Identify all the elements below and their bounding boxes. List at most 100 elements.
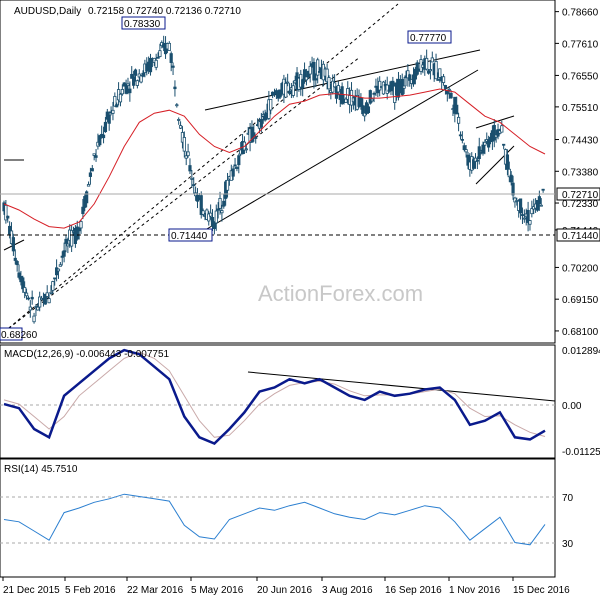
candle	[233, 157, 237, 169]
macd-panel: MACD(12,26,9) -0.006443 -0.007751 0.0128…	[0, 344, 600, 459]
candle	[53, 277, 57, 286]
candle	[455, 96, 459, 115]
price-candles	[2, 35, 545, 324]
candle	[415, 60, 419, 76]
candle	[472, 156, 476, 170]
candle	[141, 70, 145, 78]
candle	[430, 51, 434, 63]
candle	[190, 170, 194, 189]
candle	[103, 117, 108, 133]
candle	[344, 97, 348, 103]
candle	[107, 111, 111, 131]
price-axis-label: 0.68100	[562, 327, 599, 338]
candle	[32, 312, 36, 324]
candle	[378, 76, 382, 97]
candle	[60, 251, 64, 266]
candle	[333, 74, 337, 88]
candle	[115, 102, 119, 108]
candle	[66, 237, 70, 254]
candle	[79, 219, 83, 234]
candle	[26, 295, 31, 301]
current-price-tag: 0.72710	[556, 187, 600, 201]
price-panel: ActionForex.com AUDUSD,Daily 0.72158 0.7…	[0, 0, 600, 344]
candle	[286, 73, 290, 87]
candle	[363, 105, 367, 122]
candle	[216, 202, 220, 219]
candle	[77, 227, 81, 240]
candle	[111, 101, 115, 121]
candle	[254, 134, 258, 144]
price-axis-label: 0.73380	[562, 167, 599, 178]
candle	[487, 135, 491, 152]
moving-average-line	[3, 88, 546, 229]
candle	[188, 158, 192, 175]
candle	[366, 103, 371, 114]
candle	[269, 99, 273, 115]
candle	[199, 191, 203, 219]
candle	[132, 70, 136, 89]
price-axis: 0.78660 0.77610 0.76550 0.75510 0.74430 0.733…	[555, 8, 599, 338]
candle	[408, 73, 412, 87]
candle	[314, 73, 318, 88]
svg-text:0.78330: 0.78330	[124, 19, 161, 30]
candle	[370, 98, 374, 103]
label-low-jan: 0.68260	[0, 327, 38, 341]
candle	[28, 300, 32, 318]
candle	[334, 85, 339, 104]
candle	[148, 53, 153, 76]
candle	[284, 77, 288, 98]
macd-signal-line	[3, 351, 546, 438]
candle	[346, 81, 350, 105]
candle	[436, 72, 440, 81]
candle	[49, 285, 53, 295]
candle	[81, 198, 85, 220]
candle	[56, 268, 61, 279]
time-axis-label: 20 Jun 2016	[257, 585, 312, 596]
candle	[441, 73, 446, 86]
candle	[402, 77, 406, 95]
candle	[522, 209, 526, 223]
candle	[460, 131, 464, 144]
candle	[447, 85, 451, 99]
macd-trendline	[247, 371, 556, 402]
candle	[325, 63, 329, 90]
candle	[207, 211, 211, 226]
candle	[113, 92, 117, 107]
trend-line	[475, 115, 515, 129]
candle	[30, 290, 34, 305]
candle	[231, 166, 235, 181]
candle	[184, 151, 188, 166]
candle	[225, 172, 230, 198]
rsi-label: RSI(14) 45.7510	[4, 464, 78, 475]
candle	[302, 62, 307, 84]
candle	[158, 43, 162, 58]
candle	[124, 79, 128, 95]
candle	[201, 208, 205, 217]
candle	[126, 77, 130, 95]
candle	[361, 97, 365, 116]
candle	[8, 221, 12, 239]
candle	[38, 291, 42, 312]
macd-label: MACD(12,26,9) -0.006443 -0.007751	[4, 349, 170, 360]
time-axis-label: 21 Dec 2015	[3, 585, 60, 596]
candle	[304, 68, 309, 86]
candle	[263, 109, 267, 122]
candle	[133, 68, 138, 82]
candle	[520, 207, 525, 224]
candle	[70, 225, 74, 253]
trend-line	[3, 3, 399, 333]
price-axis-label: 0.77610	[562, 39, 599, 50]
time-axis-label: 16 Sep 2016	[385, 585, 442, 596]
candle	[244, 144, 248, 154]
candle	[502, 143, 506, 150]
candle	[47, 294, 51, 304]
candle	[291, 80, 295, 98]
candle	[17, 264, 21, 280]
price-axis-label: 0.78660	[562, 8, 599, 19]
label-high-mar: 0.78330	[121, 16, 166, 30]
candle	[21, 275, 25, 293]
candle	[539, 198, 543, 207]
candle	[507, 161, 511, 183]
candle	[528, 219, 532, 231]
candle	[466, 151, 470, 170]
